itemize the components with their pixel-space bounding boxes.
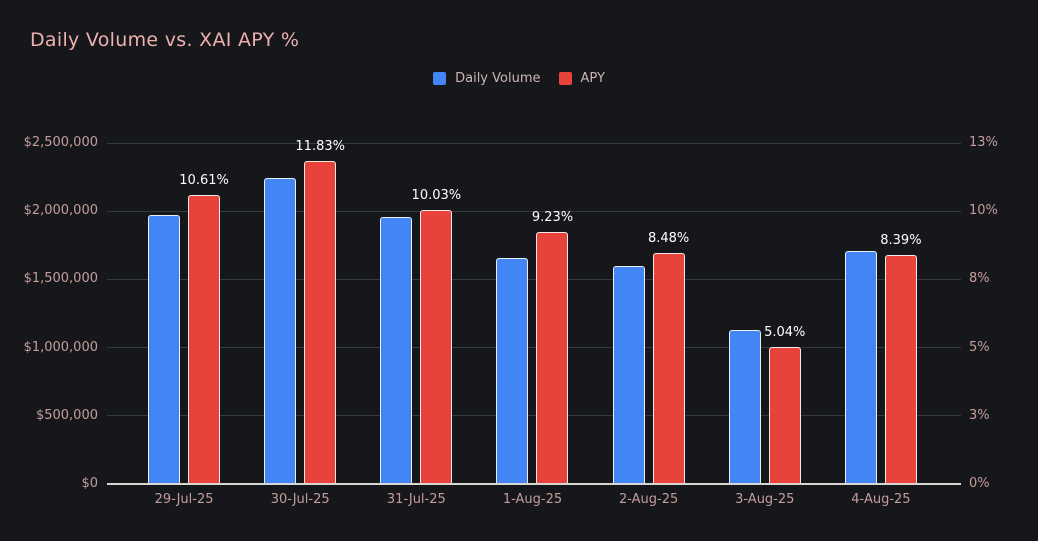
legend-item-daily-volume[interactable]: Daily Volume	[433, 71, 541, 86]
daily-volume-bar[interactable]	[264, 178, 297, 484]
y-axis-right-tick-label: 3%	[969, 407, 990, 423]
apy-data-label: 8.48%	[647, 230, 690, 246]
chart-title: Daily Volume vs. XAI APY %	[30, 29, 300, 51]
bar-group-29-Jul-25: 10.61%	[126, 143, 242, 484]
daily-volume-bar[interactable]	[380, 216, 413, 484]
apy-bar[interactable]	[188, 194, 221, 484]
bar-group-2-Aug-25: 8.48%	[591, 143, 707, 484]
gridline	[107, 347, 961, 349]
gridline	[107, 415, 961, 417]
apy-bar[interactable]	[652, 252, 685, 484]
y-axis-right-tick-label: 13%	[969, 135, 998, 150]
y-axis-right-tick-label: 10%	[969, 203, 998, 219]
legend-label-apy: APY	[580, 71, 605, 86]
x-axis-tick-label: 2-Aug-25	[618, 492, 679, 507]
apy-data-label: 10.03%	[411, 188, 462, 204]
daily-volume-bar[interactable]	[612, 265, 645, 484]
y-axis-left-tick-label: $500,000	[35, 407, 98, 423]
bar-group-3-Aug-25: 5.04%	[707, 143, 823, 484]
x-axis-baseline	[107, 483, 961, 485]
x-axis-tick-label: 29-Jul-25	[154, 492, 214, 507]
x-axis-tick-label: 4-Aug-25	[851, 492, 911, 507]
legend-label-daily-volume: Daily Volume	[455, 71, 541, 86]
daily-volume-bar[interactable]	[728, 329, 761, 484]
y-axis-left-tick-label: $2,000,000	[23, 203, 98, 219]
daily-volume-bar[interactable]	[844, 250, 877, 484]
apy-data-label: 9.23%	[531, 210, 574, 226]
gridline	[107, 142, 961, 144]
apy-bar[interactable]	[536, 232, 569, 484]
plot-area: 10.61% 11.83% 10.03% 9.23% 8.48% 5.04% 8.39%	[107, 139, 961, 485]
bar-group-1-Aug-25: 9.23%	[474, 143, 590, 484]
daily-volume-bar[interactable]	[148, 215, 181, 484]
bar-group-31-Jul-25: 10.03%	[358, 143, 474, 484]
y-axis-right-tick-label: 0%	[969, 476, 990, 491]
x-axis-tick-label: 31-Jul-25	[386, 492, 446, 507]
legend: Daily Volume APY	[0, 71, 1038, 86]
y-axis-right-tick-label: 5%	[969, 339, 990, 355]
y-axis-left-tick-label: $2,500,000	[23, 135, 98, 150]
apy-bar[interactable]	[420, 210, 453, 484]
apy-data-label: 10.61%	[179, 172, 229, 188]
apy-swatch-icon	[558, 72, 572, 85]
x-axis-tick-label: 1-Aug-25	[502, 492, 563, 507]
apy-data-label: 8.39%	[880, 233, 922, 249]
legend-item-apy[interactable]: APY	[558, 71, 605, 86]
apy-bar[interactable]	[768, 346, 801, 484]
gridline	[107, 278, 961, 280]
apy-bar[interactable]	[304, 161, 337, 484]
apy-data-label: 5.04%	[764, 324, 806, 340]
daily-volume-bar[interactable]	[496, 257, 529, 484]
apy-bar[interactable]	[884, 255, 917, 484]
gridline	[107, 210, 961, 212]
y-axis-left-tick-label: $1,000,000	[23, 339, 98, 355]
x-axis-tick-label: 30-Jul-25	[270, 492, 330, 507]
y-axis-right-tick-label: 8%	[969, 271, 990, 287]
daily-volume-swatch-icon	[433, 72, 447, 85]
x-axis-tick-label: 3-Aug-25	[735, 492, 795, 507]
bar-group-4-Aug-25: 8.39%	[823, 143, 939, 484]
y-axis-left-tick-label: $1,500,000	[23, 271, 98, 287]
y-axis-left-tick-label: $0	[81, 476, 98, 491]
bar-group-30-Jul-25: 11.83%	[242, 139, 358, 484]
apy-data-label: 11.83%	[295, 139, 345, 155]
